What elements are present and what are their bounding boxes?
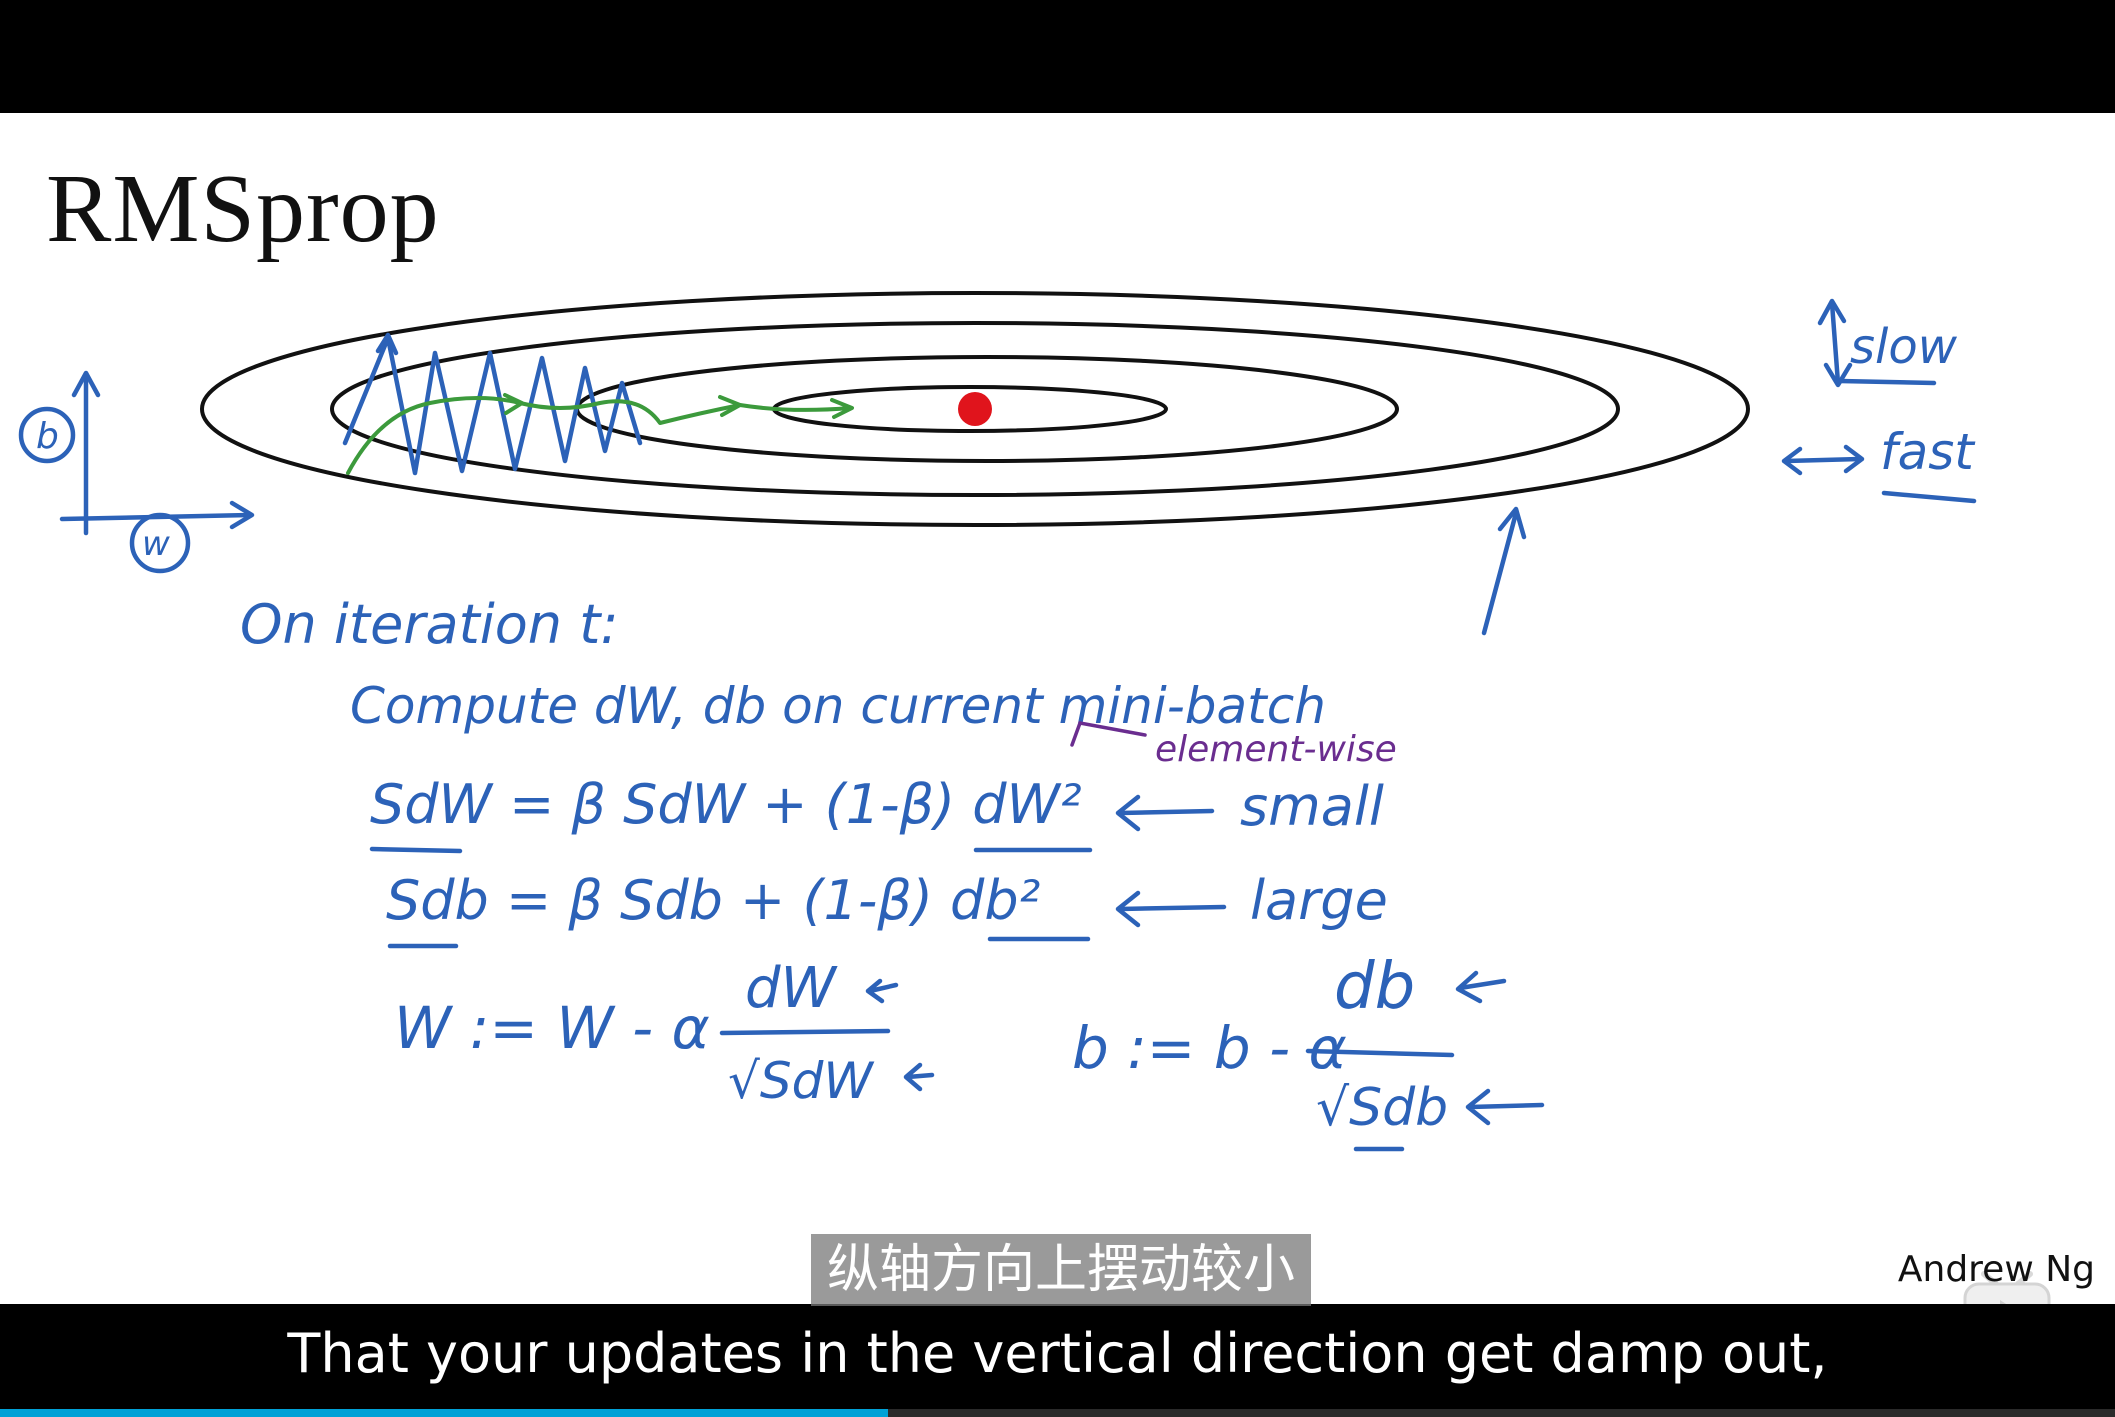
large-arrow xyxy=(1117,904,1227,912)
contour-2 xyxy=(330,321,1620,497)
subtitle-chinese: 纵轴方向上摆动较小 xyxy=(811,1234,1311,1306)
fast-underline xyxy=(1881,490,1977,504)
contour-outer xyxy=(200,291,1750,527)
slow-arrowhead-up xyxy=(1817,298,1847,326)
update-w-den: √SdW xyxy=(728,1052,874,1110)
presenter-name: Andrew Ng xyxy=(1897,1249,2095,1290)
minimum-dot xyxy=(958,392,992,426)
eq-sdw-underline xyxy=(369,846,463,854)
update-b-den-arrow xyxy=(1465,1088,1545,1126)
rmsprop-arrowhead-3 xyxy=(830,398,854,419)
large-note: large xyxy=(1250,869,1388,932)
slow-label: slow xyxy=(1850,319,1958,375)
slow-underline xyxy=(1837,378,1937,386)
slow-arrow xyxy=(1829,300,1841,386)
small-arrowhead xyxy=(1115,794,1141,832)
update-b-lhs: b := b - α xyxy=(1072,1014,1347,1082)
slow-arrowhead-down xyxy=(1823,362,1853,388)
small-note: small xyxy=(1240,775,1384,838)
fast-arrowhead-right xyxy=(1843,444,1865,474)
element-wise-note: element-wise xyxy=(1155,729,1397,770)
compute-note: Compute dW, db on current mini-batch xyxy=(350,677,1326,735)
axis-w-circle xyxy=(129,512,191,574)
progress-bar[interactable] xyxy=(0,1409,2115,1417)
subtitle-english: That your updates in the vertical direct… xyxy=(287,1322,1828,1385)
update-b-den: √Sdb xyxy=(1316,1078,1448,1138)
contour-diagram: b w slow fast On iteration t: Compute dW… xyxy=(18,291,1977,1152)
update-w-lhs: W := W - α xyxy=(394,994,710,1062)
axis-vertical-arrow xyxy=(71,370,101,398)
pointer-arrow xyxy=(1481,510,1519,636)
axis-horizontal-arrow xyxy=(229,500,255,530)
update-w-num-arrow xyxy=(865,978,899,1004)
eq-sdw: SdW = β SdW + (1-β) dW² xyxy=(370,773,1082,836)
axis-b-label: b xyxy=(36,416,59,457)
fast-arrow xyxy=(1783,456,1863,464)
axis-b-circle xyxy=(18,406,76,464)
rmsprop-arrowhead-1 xyxy=(503,393,524,415)
element-wise-arrow xyxy=(1070,721,1147,747)
fast-label: fast xyxy=(1880,423,1976,481)
large-arrowhead xyxy=(1115,890,1141,928)
small-arrow xyxy=(1117,808,1215,816)
rmsprop-arrowhead-2 xyxy=(718,395,742,417)
update-b-num-arrow xyxy=(1455,970,1507,1004)
update-w-num: dW xyxy=(745,956,839,1021)
fast-arrowhead-left xyxy=(1781,446,1803,476)
iteration-note: On iteration t: xyxy=(240,593,619,656)
pointer-arrowhead xyxy=(1497,506,1527,540)
update-w-fraction-bar xyxy=(719,1028,891,1036)
axis-w-label: w xyxy=(142,524,170,564)
progress-fill xyxy=(0,1409,889,1417)
slide-title: RMSprop xyxy=(46,155,440,263)
eq-sdb: Sdb = β Sdb + (1-β) db² xyxy=(386,869,1040,932)
update-b-fraction-bar xyxy=(1305,1048,1455,1058)
oscillation-path xyxy=(342,335,643,476)
play-logo-icon xyxy=(1963,1271,2051,1304)
lecture-slide: RMSprop b w xyxy=(0,113,2115,1304)
update-w-den-arrow xyxy=(903,1062,935,1092)
update-b-num: db xyxy=(1334,950,1415,1024)
oscillation-arrowhead xyxy=(375,332,399,356)
